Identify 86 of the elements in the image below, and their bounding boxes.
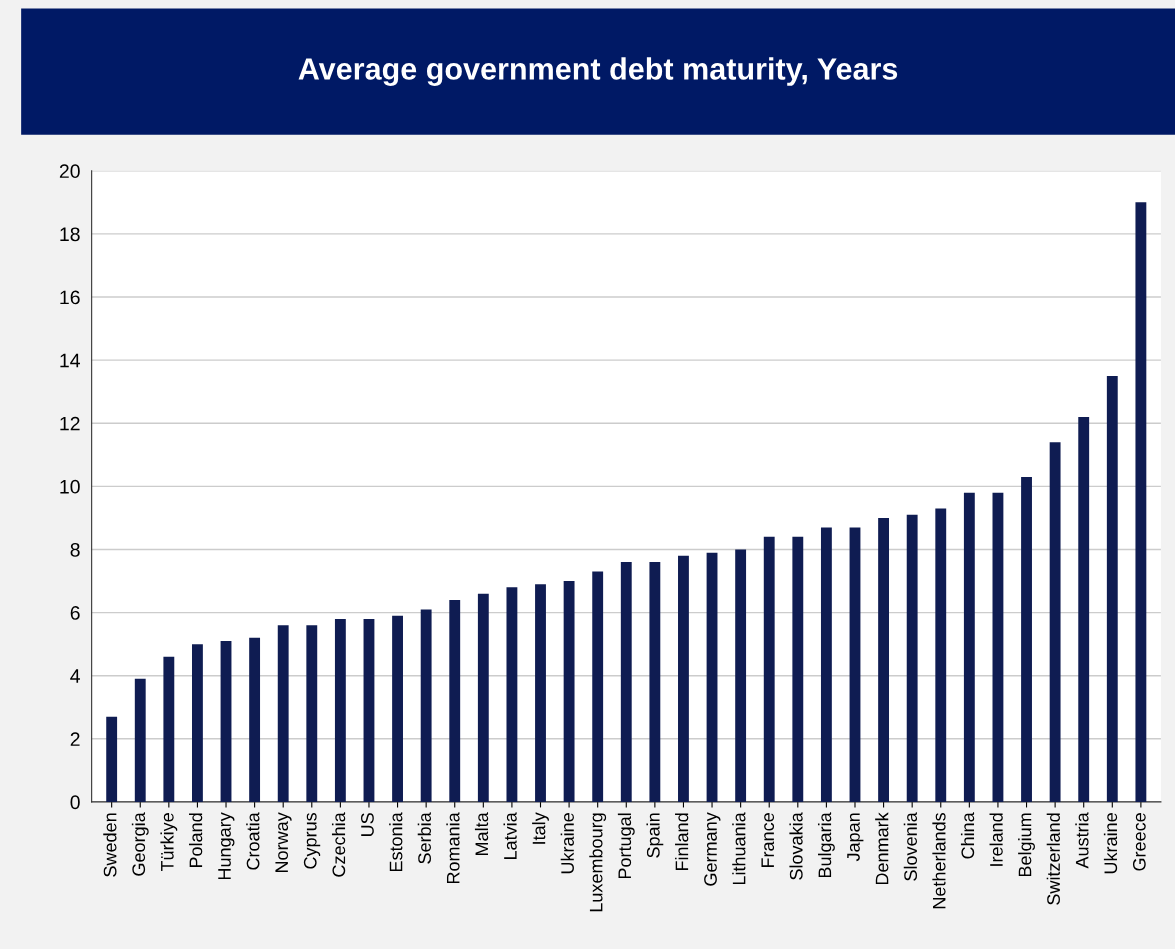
x-tick-label: France <box>761 813 775 868</box>
bar <box>878 517 890 802</box>
x-tick-label: Bulgaria <box>817 812 835 878</box>
x-tick-label: Hungary <box>218 812 235 880</box>
y-tick-label: 18 <box>60 227 80 242</box>
x-tick-label: Estonia <box>389 812 403 872</box>
y-tick-label: 10 <box>60 479 80 494</box>
bar <box>363 618 375 802</box>
x-tick-label: Belgium <box>1018 813 1035 877</box>
x-tick-label: Ukraine <box>560 813 574 874</box>
bar <box>506 587 518 802</box>
y-tick-label: 2 <box>70 732 80 746</box>
bar <box>477 593 489 802</box>
bar <box>249 637 261 802</box>
bar <box>334 618 346 802</box>
x-tick-label: Serbia <box>417 812 431 864</box>
x-tick-label: Georgia <box>131 812 149 876</box>
x-tick-label: Ukraine <box>1103 813 1118 874</box>
y-tick-label: 14 <box>60 353 80 368</box>
bar <box>535 584 546 802</box>
bar <box>678 555 689 802</box>
bar <box>449 599 461 802</box>
x-tick-label: Latvia <box>503 812 517 860</box>
y-tick-label: 8 <box>70 542 80 557</box>
y-tick-label: 16 <box>60 290 80 305</box>
bar <box>620 562 632 802</box>
x-tick-label: Luxembourg <box>589 813 607 912</box>
bar <box>1135 202 1147 802</box>
x-tick-label: Türkiye <box>160 813 178 872</box>
bar <box>820 527 832 802</box>
bar <box>849 527 861 802</box>
bar <box>563 581 575 802</box>
bar <box>649 562 661 802</box>
bar <box>1106 375 1118 802</box>
chart-title: Average government debt maturity, Years <box>298 57 898 86</box>
x-tick-label: Finland <box>675 813 689 871</box>
x-tick-label: Slovakia <box>789 812 803 880</box>
x-tick-label: Norway <box>275 812 292 873</box>
bar <box>277 625 289 802</box>
bar <box>163 656 175 802</box>
y-tick-label: 6 <box>70 606 80 620</box>
x-tick-label: Italy <box>532 812 549 844</box>
x-tick-label: Greece <box>1132 813 1146 871</box>
bar <box>134 678 146 802</box>
x-tick-label: Malta <box>474 812 489 855</box>
y-tick-label: 20 <box>59 164 80 179</box>
bar <box>592 571 604 802</box>
x-tick-label: Slovenia <box>903 812 918 881</box>
x-tick-label: China <box>960 812 975 859</box>
y-tick-label: 4 <box>70 669 80 683</box>
bar <box>106 716 118 802</box>
bar <box>1049 442 1061 802</box>
bar <box>220 640 232 802</box>
x-tick-label: Portugal <box>617 813 635 879</box>
x-tick-label: Czechia <box>331 812 346 877</box>
x-tick-label: US <box>361 813 374 837</box>
bar <box>763 536 775 802</box>
bar <box>992 492 1004 802</box>
bar <box>906 514 918 802</box>
bar <box>306 625 318 802</box>
bar <box>392 615 403 802</box>
x-tick-label: Austria <box>1075 812 1089 869</box>
bar <box>963 492 975 802</box>
x-tick-label: Croatia <box>246 812 260 870</box>
x-tick-label: Cyprus <box>303 812 321 869</box>
x-tick-label: Spain <box>646 813 664 858</box>
bar <box>792 536 804 802</box>
x-tick-label: Poland <box>189 813 203 868</box>
x-tick-label: Japan <box>847 813 864 862</box>
bar <box>420 609 432 802</box>
y-tick-label: 12 <box>60 416 80 431</box>
bar <box>935 508 947 802</box>
y-tick-label: 0 <box>70 795 80 810</box>
x-tick-label: Switzerland <box>1046 813 1060 905</box>
x-tick-label: Denmark <box>875 812 889 885</box>
bar <box>1078 416 1090 802</box>
x-tick-label: Germany <box>704 812 721 886</box>
bar <box>1021 476 1032 802</box>
bar <box>735 549 747 802</box>
x-tick-label: Netherlands <box>932 812 946 909</box>
bar <box>192 644 203 802</box>
x-tick-label: Romania <box>446 812 460 884</box>
x-tick-label: Ireland <box>989 813 1003 866</box>
x-tick-label: Sweden <box>103 813 117 877</box>
bar <box>706 552 718 802</box>
x-tick-label: Lithuania <box>732 812 746 885</box>
